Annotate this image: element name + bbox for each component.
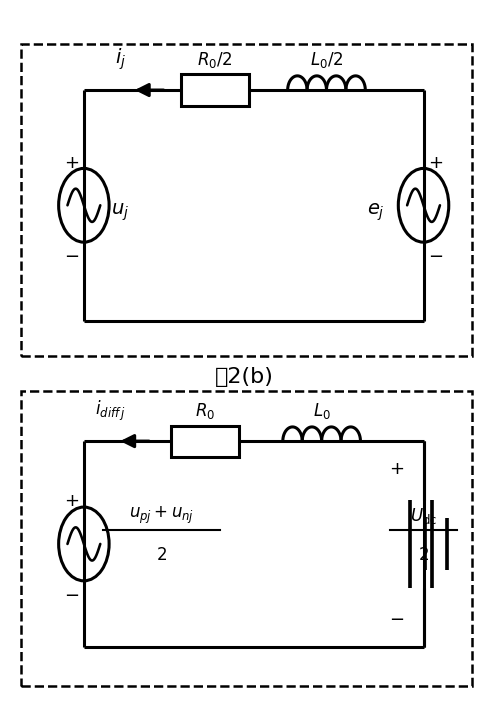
Text: $i_{diff\,j}$: $i_{diff\,j}$ <box>95 399 126 424</box>
Bar <box>181 75 249 105</box>
Text: $2$: $2$ <box>156 548 167 565</box>
Text: +: + <box>64 493 79 511</box>
Text: $u_{pj}+u_{nj}$: $u_{pj}+u_{nj}$ <box>129 505 194 526</box>
Text: $U_{\rm dc}$: $U_{\rm dc}$ <box>410 506 437 526</box>
Text: 图2(b): 图2(b) <box>215 367 273 387</box>
Text: $-$: $-$ <box>64 246 80 264</box>
Text: $L_0$: $L_0$ <box>313 402 330 422</box>
Bar <box>171 426 239 456</box>
Text: $R_0/2$: $R_0/2$ <box>197 50 233 70</box>
Text: $2$: $2$ <box>418 548 429 565</box>
Text: $-$: $-$ <box>64 585 80 602</box>
Text: $i_j$: $i_j$ <box>115 47 126 73</box>
Text: +: + <box>389 461 405 478</box>
Text: $-$: $-$ <box>428 246 443 264</box>
Text: +: + <box>428 154 443 172</box>
Text: $L_0/2$: $L_0/2$ <box>310 50 343 70</box>
Text: $-$: $-$ <box>389 609 405 627</box>
Text: +: + <box>64 154 79 172</box>
Text: $u_j$: $u_j$ <box>111 201 129 223</box>
Text: $R_0$: $R_0$ <box>195 402 215 422</box>
Text: $e_j$: $e_j$ <box>367 201 385 223</box>
